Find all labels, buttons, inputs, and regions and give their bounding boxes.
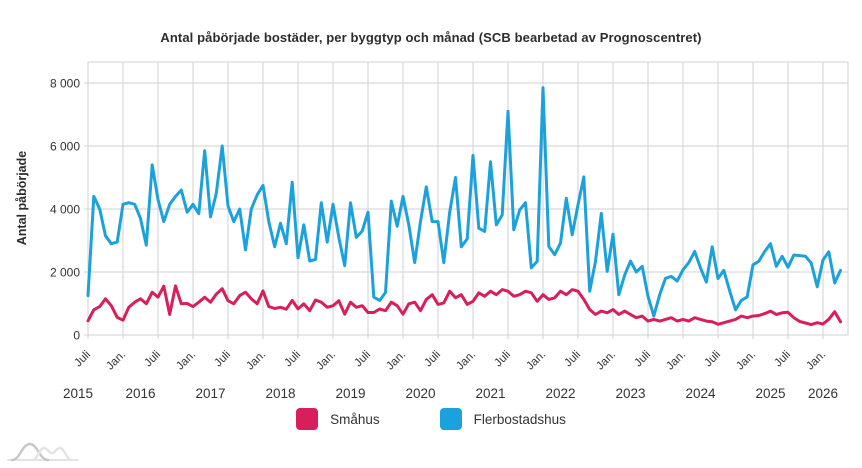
x-tick-label: Juli [282, 349, 303, 370]
x-tick-label: Jan. [314, 349, 338, 373]
legend-item-smahus[interactable]: Småhus [296, 408, 380, 430]
legend-label-flerbostadshus: Flerbostadshus [473, 411, 566, 427]
y-tick-label: 2 000 [50, 266, 80, 280]
legend-label-smahus: Småhus [330, 411, 380, 427]
year-label: 2025 [755, 386, 785, 401]
x-tick-label: Jan. [524, 349, 548, 373]
chart-plot-area: 0 2 000 4 000 6 000 8 000 Juli Jan. Juli Jan. Jul… [50, 61, 849, 401]
legend-item-flerbostadshus[interactable]: Flerbostadshus [439, 408, 566, 430]
year-label: 2016 [125, 386, 155, 401]
year-label: 2022 [545, 386, 575, 401]
x-tick-label: Jan. [734, 349, 758, 373]
series-line-flerbostadshus [86, 86, 842, 318]
x-tick-label: Jan. [664, 349, 688, 373]
year-label: 2023 [615, 386, 645, 401]
year-label: 2026 [808, 386, 838, 401]
plot-border [87, 61, 849, 336]
x-tick-label: Jan. [384, 349, 408, 373]
x-tick-label: Jan. [174, 349, 198, 373]
x-tick-label: Juli [212, 349, 233, 370]
x-tick-label: Juli [352, 349, 373, 370]
y-tick-label: 4 000 [50, 203, 80, 217]
year-label: 2024 [685, 386, 716, 401]
x-tick-label: Jan. [454, 349, 478, 373]
x-tick-label: Juli [72, 349, 93, 370]
year-label: 2018 [265, 386, 295, 401]
year-label: 2021 [475, 386, 505, 401]
year-label: 2017 [195, 386, 225, 401]
year-label: 2020 [405, 386, 435, 401]
series-line-småhus [86, 284, 842, 327]
chart-title: Antal påbörjade bostäder, per byggtyp oc… [160, 30, 702, 45]
x-tick-label: Juli [422, 349, 443, 370]
x-tick-label: Juli [562, 349, 583, 370]
year-label: 2015 [63, 386, 93, 401]
x-tick-label: Jan. [244, 349, 268, 373]
smahus-color-swatch [296, 408, 319, 430]
y-tick-label: 8 000 [50, 77, 80, 91]
x-tick-label: Juli [632, 349, 653, 370]
x-tick-label: Jan. [804, 349, 828, 373]
x-tick-label: Juli [142, 349, 163, 370]
x-tick-label: Juli [492, 349, 513, 370]
x-tick-label: Juli [772, 349, 793, 370]
flerbostadshus-color-swatch [439, 408, 462, 430]
x-tick-label: Juli [702, 349, 723, 370]
x-tick-label: Jan. [594, 349, 618, 373]
x-tick-label: Jan. [104, 349, 128, 373]
y-tick-label: 0 [73, 329, 80, 343]
year-label: 2019 [335, 386, 365, 401]
y-tick-label: 6 000 [50, 140, 80, 154]
mountains-logo-icon [7, 442, 79, 462]
chart-legend: Småhus Flerbostadshus [0, 408, 862, 430]
